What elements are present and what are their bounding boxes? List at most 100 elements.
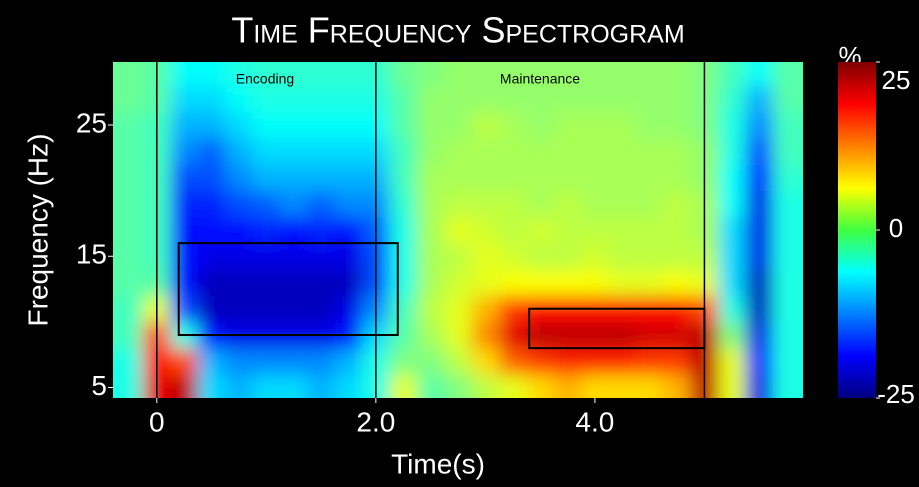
heatmap-cell: [746, 217, 774, 244]
heatmap-cell: [773, 243, 841, 270]
heatmap-cell: [225, 374, 253, 441]
heatmap-cell: [499, 191, 527, 218]
heatmap-cell: [444, 191, 472, 218]
heatmap-cell: [773, 217, 841, 244]
heatmap-cell: [198, 269, 226, 296]
heatmap-cell: [335, 86, 363, 113]
heatmap-cell: [773, 269, 841, 296]
heatmap-cell: [472, 269, 500, 296]
heatmap-cell: [663, 243, 691, 270]
heatmap-cell: [417, 322, 445, 349]
heatmap-cell: [171, 164, 199, 191]
heatmap-cell: [444, 243, 472, 270]
heatmap-cell: [280, 348, 308, 375]
heatmap-cell: [526, 138, 554, 165]
heatmap-cell: [554, 217, 582, 244]
heatmap-cell: [718, 164, 746, 191]
heatmap-cell: [280, 86, 308, 113]
heatmap-cell: [554, 322, 582, 349]
heatmap-cell: [663, 269, 691, 296]
heatmap-cell: [746, 269, 774, 296]
heatmap-cell: [472, 164, 500, 191]
heatmap-cell: [76, 374, 144, 441]
heatmap-cell: [499, 374, 527, 441]
heatmap-cell: [526, 112, 554, 139]
heatmap-cell: [773, 86, 841, 113]
heatmap-cell: [225, 191, 253, 218]
heatmap-cell: [335, 296, 363, 323]
heatmap-cell: [253, 86, 281, 113]
heatmap-cell: [253, 217, 281, 244]
heatmap-cell: [526, 164, 554, 191]
annotation: Maintenance: [500, 71, 580, 87]
heatmap-cell: [444, 164, 472, 191]
heatmap-cell: [307, 164, 335, 191]
heatmap-cell: [417, 112, 445, 139]
heatmap-cell: [718, 296, 746, 323]
heatmap-cell: [718, 217, 746, 244]
heatmap-cell: [417, 217, 445, 244]
heatmap-cell: [609, 191, 637, 218]
heatmap-cell: [280, 112, 308, 139]
heatmap-cell: [718, 243, 746, 270]
heatmap-cell: [636, 348, 664, 375]
heatmap-cell: [417, 296, 445, 323]
heatmap-cell: [198, 112, 226, 139]
heatmap-cell: [253, 269, 281, 296]
heatmap-cell: [472, 138, 500, 165]
heatmap-cell: [417, 348, 445, 375]
heatmap-cell: [198, 217, 226, 244]
heatmap-cell: [171, 217, 199, 244]
heatmap-cell: [307, 138, 335, 165]
heatmap-cell: [746, 348, 774, 375]
heatmap-cell: [499, 138, 527, 165]
heatmap-cell: [609, 86, 637, 113]
heatmap-cell: [526, 374, 554, 441]
heatmap-cell: [472, 217, 500, 244]
heatmap-cell: [390, 86, 418, 113]
heatmap-cell: [390, 191, 418, 218]
heatmap-cell: [225, 164, 253, 191]
colorbar-tick-label: -25: [877, 379, 915, 409]
heatmap-cell: [472, 112, 500, 139]
heatmap-cell: [444, 322, 472, 349]
heatmap-cell: [526, 243, 554, 270]
heatmap-cell: [746, 112, 774, 139]
heatmap-cell: [499, 269, 527, 296]
heatmap-cell: [444, 296, 472, 323]
heatmap-cell: [746, 322, 774, 349]
heatmap-cell: [663, 374, 691, 441]
heatmap-cell: [444, 112, 472, 139]
heatmap-cell: [554, 243, 582, 270]
heatmap-cell: [417, 243, 445, 270]
heatmap-cell: [253, 348, 281, 375]
heatmap-cell: [499, 348, 527, 375]
heatmap-cell: [472, 374, 500, 441]
heatmap-cell: [307, 296, 335, 323]
heatmap-cell: [444, 138, 472, 165]
heatmap-cell: [609, 348, 637, 375]
heatmap-cell: [499, 86, 527, 113]
heatmap-cell: [609, 112, 637, 139]
heatmap-cell: [198, 296, 226, 323]
heatmap-cell: [636, 138, 664, 165]
heatmap-cell: [472, 296, 500, 323]
heatmap-cell: [663, 138, 691, 165]
heatmap-cell: [663, 322, 691, 349]
heatmap-cell: [499, 243, 527, 270]
x-tick-label: 0: [149, 406, 165, 437]
heatmap-cell: [307, 374, 335, 441]
heatmap-cell: [335, 269, 363, 296]
heatmap-cell: [225, 269, 253, 296]
heatmap-cell: [526, 86, 554, 113]
heatmap-cell: [499, 322, 527, 349]
chart: Time Frequency Spectrogram Time(s) Frequ…: [0, 0, 919, 487]
heatmap-cell: [335, 164, 363, 191]
heatmap-cell: [171, 112, 199, 139]
x-tick-label: 2.0: [356, 406, 395, 437]
colorbar: [838, 62, 876, 398]
heatmap-cell: [472, 243, 500, 270]
heatmap-cell: [280, 191, 308, 218]
heatmap-cell: [417, 86, 445, 113]
heatmap-cell: [307, 191, 335, 218]
